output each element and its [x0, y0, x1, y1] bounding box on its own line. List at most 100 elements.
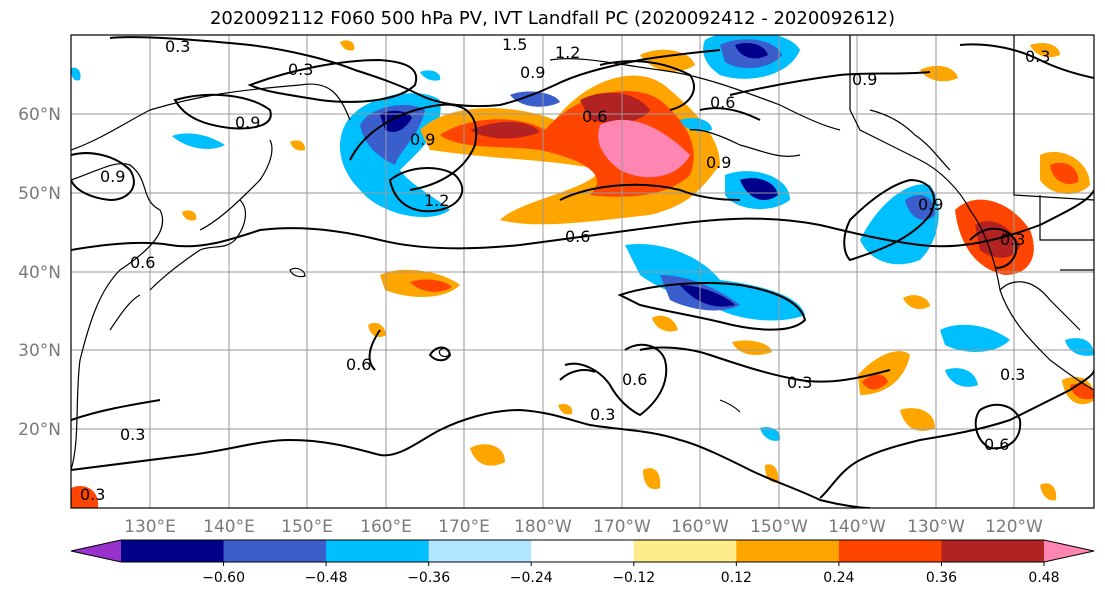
colorbar-tick-label: −0.48	[305, 570, 348, 586]
graticule	[71, 35, 1094, 508]
positive-anomaly	[470, 92, 650, 139]
contour-label: 0.3	[1025, 47, 1050, 66]
lon-label: 150°E	[281, 517, 333, 537]
lon-label: 170°W	[593, 517, 651, 537]
positive-anomaly	[368, 322, 386, 338]
colorbar-segment	[941, 540, 1045, 562]
lon-label: 120°W	[985, 517, 1043, 537]
colorbar-tick-label: −0.60	[202, 570, 245, 586]
negative-anomaly	[510, 91, 560, 107]
lat-labels: 60°N 50°N 40°N 30°N 20°N	[18, 105, 61, 440]
contour-label: 0.6	[346, 355, 371, 374]
colorbar-segment	[838, 540, 942, 562]
negative-anomaly	[172, 133, 225, 149]
contour-label: 0.3	[787, 373, 812, 392]
positive-anomaly	[598, 119, 690, 178]
colorbar-tick-label: −0.36	[407, 570, 450, 586]
colorbar: −0.60 −0.48 −0.36 −0.24 −0.12 0.12 0.24 0.36 0.4…	[70, 539, 1095, 586]
contour-label: 1.5	[502, 35, 527, 54]
colorbar-segment	[531, 540, 635, 562]
lon-label: 140°W	[828, 517, 886, 537]
positive-anomaly	[558, 404, 573, 415]
colorbar-tick-label: 0.48	[1028, 570, 1059, 586]
negative-anomaly	[680, 118, 712, 132]
negative-anomaly	[940, 324, 1010, 352]
contour-label: 1.2	[555, 43, 580, 62]
contour-label: 0.9	[235, 113, 260, 132]
colorbar-extend-high	[1044, 540, 1094, 562]
contour-label: 0.6	[582, 107, 607, 126]
colorbar-extend-low	[71, 540, 121, 562]
positive-anomaly	[470, 444, 505, 466]
lat-label: 50°N	[18, 184, 61, 204]
contour-label: 0.3	[80, 485, 105, 504]
contour-label: 0.9	[706, 153, 731, 172]
positive-anomaly	[1040, 483, 1057, 501]
lat-label: 30°N	[18, 341, 61, 361]
contour-label: 0.3	[120, 425, 145, 444]
contour-label: 0.3	[1000, 365, 1025, 384]
positive-anomaly	[410, 279, 452, 292]
positive-anomaly	[732, 340, 772, 355]
lon-label: 130°E	[124, 517, 176, 537]
negative-anomaly	[740, 178, 778, 200]
contour-label: 0.9	[410, 130, 435, 149]
positive-anomaly	[900, 408, 935, 431]
lon-label: 130°W	[907, 517, 965, 537]
positive-anomaly	[920, 65, 958, 82]
pv-contours	[71, 36, 1094, 508]
contour-labels: 0.3 0.3 1.5 1.2 0.9 0.9 0.9 0.9 0.6 0.6 …	[80, 35, 1050, 504]
colorbar-outline	[70, 539, 1095, 563]
lon-label: 160°E	[360, 517, 412, 537]
positive-anomaly	[1070, 383, 1094, 400]
positive-anomaly	[290, 140, 306, 151]
lon-label: 170°E	[438, 517, 490, 537]
lon-labels: 130°E 140°E 150°E 160°E 170°E 180°W 170°…	[124, 517, 1043, 537]
contour-label: 0.6	[622, 370, 647, 389]
contour-label: 0.3	[1000, 230, 1025, 249]
negative-anomaly	[680, 285, 735, 307]
colorbar-segment	[326, 540, 430, 562]
contour-label: 1.2	[424, 191, 449, 210]
colorbar-segment	[633, 540, 737, 562]
negative-anomaly	[1065, 338, 1094, 356]
lon-label: 150°W	[750, 517, 808, 537]
colorbar-tick-label: −0.12	[612, 570, 655, 586]
positive-anomaly	[1050, 162, 1079, 185]
contour-label: 0.9	[520, 63, 545, 82]
plot-border	[70, 34, 1095, 509]
positive-anomaly	[71, 486, 99, 508]
negative-anomaly	[380, 110, 412, 132]
negative-anomaly	[71, 67, 81, 81]
contour-label: 0.3	[165, 37, 190, 56]
negative-anomaly	[735, 43, 768, 59]
colorbar-segment	[736, 540, 840, 562]
map-title: 2020092112 F060 500 hPa PV, IVT Landfall…	[209, 8, 896, 29]
contour-label: 0.3	[288, 60, 313, 79]
colorbar-segment	[428, 540, 532, 562]
positive-anomaly	[903, 295, 930, 310]
contour-label: 0.3	[590, 405, 615, 424]
negative-anomaly	[760, 427, 781, 441]
contour-label: 0.6	[130, 253, 155, 272]
positive-anomaly	[652, 315, 678, 332]
colorbar-segment	[223, 540, 327, 562]
contour-label: 0.6	[710, 93, 735, 112]
contour-label: 0.9	[852, 70, 877, 89]
colorbar-tick-label: 0.12	[721, 570, 752, 586]
positive-anomaly	[643, 468, 661, 490]
lon-label: 160°W	[671, 517, 729, 537]
lon-label: 180°W	[514, 517, 572, 537]
negative-anomaly	[945, 368, 978, 387]
contour-label: 0.9	[918, 195, 943, 214]
lat-label: 20°N	[18, 420, 61, 440]
colorbar-tick-label: 0.36	[926, 570, 957, 586]
lon-label: 140°E	[203, 517, 255, 537]
lat-label: 40°N	[18, 263, 61, 283]
lat-label: 60°N	[18, 105, 61, 125]
positive-anomaly	[1030, 43, 1060, 58]
contour-label: 0.6	[565, 227, 590, 246]
colorbar-segment	[121, 540, 225, 562]
positive-anomaly	[340, 40, 355, 51]
